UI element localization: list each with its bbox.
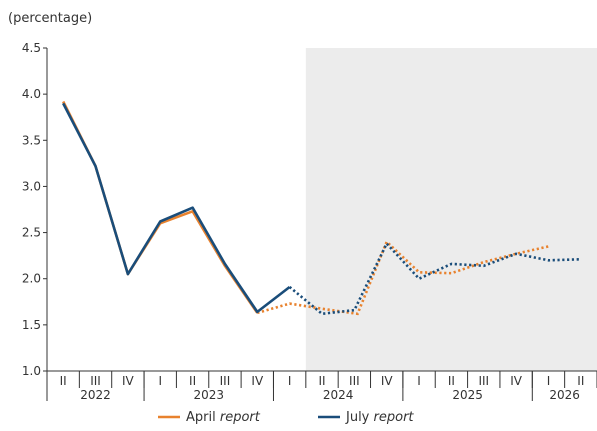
legend-series-name: July xyxy=(345,410,374,425)
quarter-label: I xyxy=(547,374,551,388)
quarter-label: III xyxy=(349,374,360,388)
year-label: 2024 xyxy=(323,388,354,402)
quarter-label: II xyxy=(189,374,196,388)
unit-label: (percentage) xyxy=(8,11,92,26)
y-tick-label: 2.5 xyxy=(22,226,41,240)
projection-shading xyxy=(305,48,597,371)
series-line-april-projection xyxy=(256,239,549,316)
y-tick-label: 3.0 xyxy=(22,179,41,193)
quarter-label: IV xyxy=(122,374,135,388)
y-tick-label: 1.0 xyxy=(22,364,41,378)
quarter-label: IV xyxy=(381,374,394,388)
quarter-label: I xyxy=(158,374,162,388)
quarter-label: IV xyxy=(251,374,264,388)
y-tick-label: 4.0 xyxy=(22,87,41,101)
quarter-label: II xyxy=(60,374,67,388)
quarter-label: I xyxy=(417,374,421,388)
year-label: 2023 xyxy=(193,388,224,402)
series-line-april-actual xyxy=(62,100,259,314)
legend: April report July report xyxy=(158,410,414,425)
legend-label-april: April report xyxy=(186,410,261,425)
quarter-label: I xyxy=(288,374,292,388)
year-label: 2022 xyxy=(80,388,111,402)
quarter-label: III xyxy=(220,374,231,388)
series-line-july-projection xyxy=(288,241,581,316)
quarter-label: III xyxy=(90,374,101,388)
quarter-label: IV xyxy=(510,374,523,388)
quarter-label: II xyxy=(577,374,584,388)
year-label: 2025 xyxy=(452,388,483,402)
legend-label-july: July report xyxy=(345,410,414,425)
series-line-july-actual xyxy=(62,102,291,314)
quarter-label: II xyxy=(318,374,325,388)
quarter-label: II xyxy=(448,374,455,388)
legend-series-suffix: report xyxy=(374,410,415,425)
y-axis: 1.0 1.5 2.0 2.5 3.0 3.5 4.0 4.5 xyxy=(22,41,48,378)
y-tick-label: 1.5 xyxy=(22,318,41,332)
legend-series-name: April xyxy=(186,410,220,425)
year-label: 2026 xyxy=(549,388,580,402)
y-tick-label: 3.5 xyxy=(22,133,41,147)
y-tick-label: 4.5 xyxy=(22,41,41,55)
series-layer xyxy=(62,100,581,316)
quarter-label: III xyxy=(478,374,489,388)
legend-series-suffix: report xyxy=(220,410,261,425)
y-tick-label: 2.0 xyxy=(22,272,41,286)
